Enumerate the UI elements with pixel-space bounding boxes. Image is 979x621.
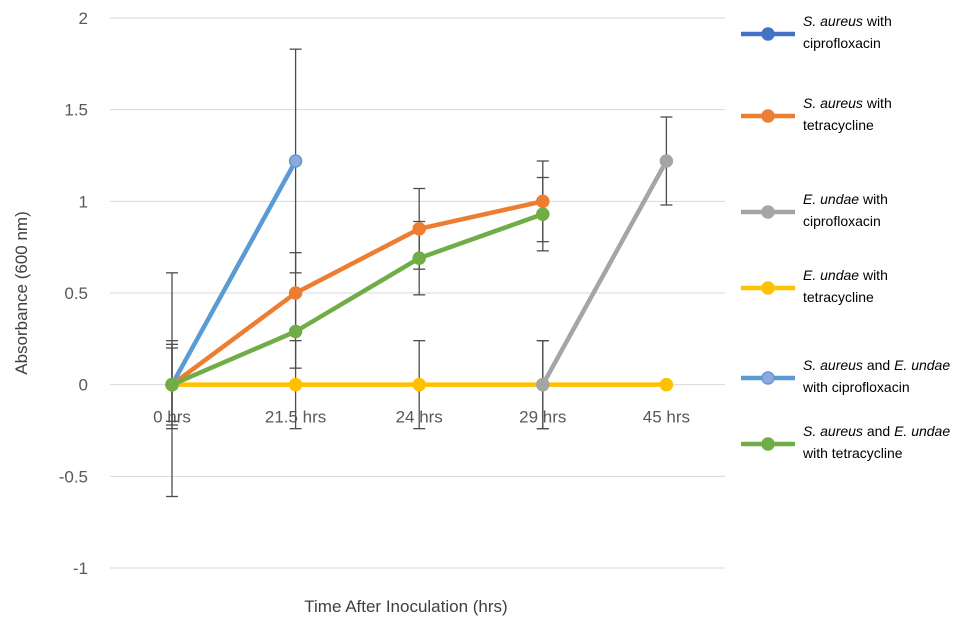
data-points [165, 154, 674, 392]
y-axis-tick-labels: 2 1.5 1 0.5 0 -0.5 -1 [59, 9, 88, 578]
legend-text-part: with [859, 191, 888, 207]
legend-label: E. undae with ciprofloxacin [803, 188, 888, 232]
legend-swatch [741, 205, 795, 219]
y-tick-label: -1 [73, 559, 88, 578]
y-tick-label: -0.5 [59, 467, 88, 486]
legend-label: S. aureus with tetracycline [803, 92, 892, 136]
data-point-mix_tetra [536, 207, 550, 221]
legend-swatch [741, 437, 795, 451]
data-point-eu_tetra [659, 377, 674, 392]
y-axis-title: Absorbance (600 nm) [12, 211, 31, 374]
series-line-mix_tetra [416, 211, 546, 261]
y-tick-label: 0.5 [64, 284, 88, 303]
x-axis-tick-labels: 0 hrs 21.5 hrs 24 hrs 29 hrs 45 hrs [153, 408, 690, 427]
legend-text-part: S. aureus [803, 13, 863, 29]
legend-item-sa_tetra: S. aureus with tetracycline [738, 92, 979, 152]
data-point-eu_tetra [288, 377, 303, 392]
legend-swatch [741, 281, 795, 295]
legend-text-part: E. undae [894, 357, 951, 373]
y-tick-label: 2 [79, 9, 88, 28]
series-line-eu_cipro [540, 158, 669, 387]
series-lines [169, 158, 669, 387]
legend-text-part: with tetracycline [803, 445, 903, 461]
legend-text-part: S. aureus [803, 95, 863, 111]
legend-text-part: with ciprofloxacin [803, 379, 910, 395]
legend-item-eu_tetra: E. undae with tetracycline [738, 264, 979, 324]
data-point-mix_cipro [288, 154, 303, 168]
legend-text-part: and [862, 423, 895, 439]
legend-text-part: with [862, 95, 892, 111]
data-point-sa_tetra [412, 222, 426, 236]
legend-text-part: with [859, 267, 888, 283]
legend-text-part: E. undae [894, 423, 951, 439]
legend-text-part: E. undae [803, 267, 860, 283]
legend-text-part: and [862, 357, 895, 373]
legend-item-mix_cipro: S. aureus and E. undae with ciprofloxacin [738, 354, 979, 414]
y-tick-label: 0 [79, 376, 88, 395]
series-line-sa_tetra [293, 226, 422, 296]
legend-text-part: tetracycline [803, 117, 874, 133]
legend-swatch [741, 27, 795, 41]
legend-swatch [741, 371, 795, 385]
legend-item-eu_cipro: E. undae with ciprofloxacin [738, 188, 979, 248]
series-line-mix_tetra [293, 255, 422, 334]
legend-text-part: with [862, 13, 892, 29]
data-point-eu_cipro [659, 154, 674, 168]
series-line-mix_cipro [169, 158, 298, 387]
legend-label: S. aureus and E. undae with tetracycline [803, 420, 950, 464]
legend-label: S. aureus and E. undae with ciprofloxacin [803, 354, 950, 398]
y-tick-label: 1.5 [64, 101, 88, 120]
data-point-eu_cipro [536, 377, 550, 392]
legend-text-part: ciprofloxacin [803, 213, 881, 229]
data-point-mix_tetra [412, 251, 426, 265]
y-tick-label: 1 [79, 192, 88, 211]
legend-text-part: E. undae [803, 191, 860, 207]
data-point-sa_tetra [288, 286, 303, 300]
legend-label: S. aureus with ciprofloxacin [803, 10, 892, 54]
legend-text-part: S. aureus [803, 423, 863, 439]
legend-text-part: tetracycline [803, 289, 874, 305]
series-line-mix_tetra [169, 329, 298, 387]
data-point-mix_tetra [288, 324, 303, 339]
data-point-mix_tetra [165, 377, 179, 392]
legend-item-mix_tetra: S. aureus and E. undae with tetracycline [738, 420, 979, 480]
x-axis-title: Time After Inoculation (hrs) [304, 597, 507, 616]
series-line-sa_tetra [169, 290, 298, 387]
legend-text-part: S. aureus [803, 357, 863, 373]
legend-item-sa_cipro: S. aureus with ciprofloxacin [738, 10, 979, 70]
data-point-sa_tetra [536, 194, 550, 209]
legend-text-part: ciprofloxacin [803, 35, 881, 51]
legend-swatch [741, 109, 795, 123]
error-bars [166, 48, 673, 498]
legend-label: E. undae with tetracycline [803, 264, 888, 308]
data-point-eu_tetra [412, 377, 426, 392]
x-tick-label: 45 hrs [643, 408, 690, 427]
series-line-sa_tetra [416, 199, 546, 232]
gridlines [110, 17, 725, 569]
